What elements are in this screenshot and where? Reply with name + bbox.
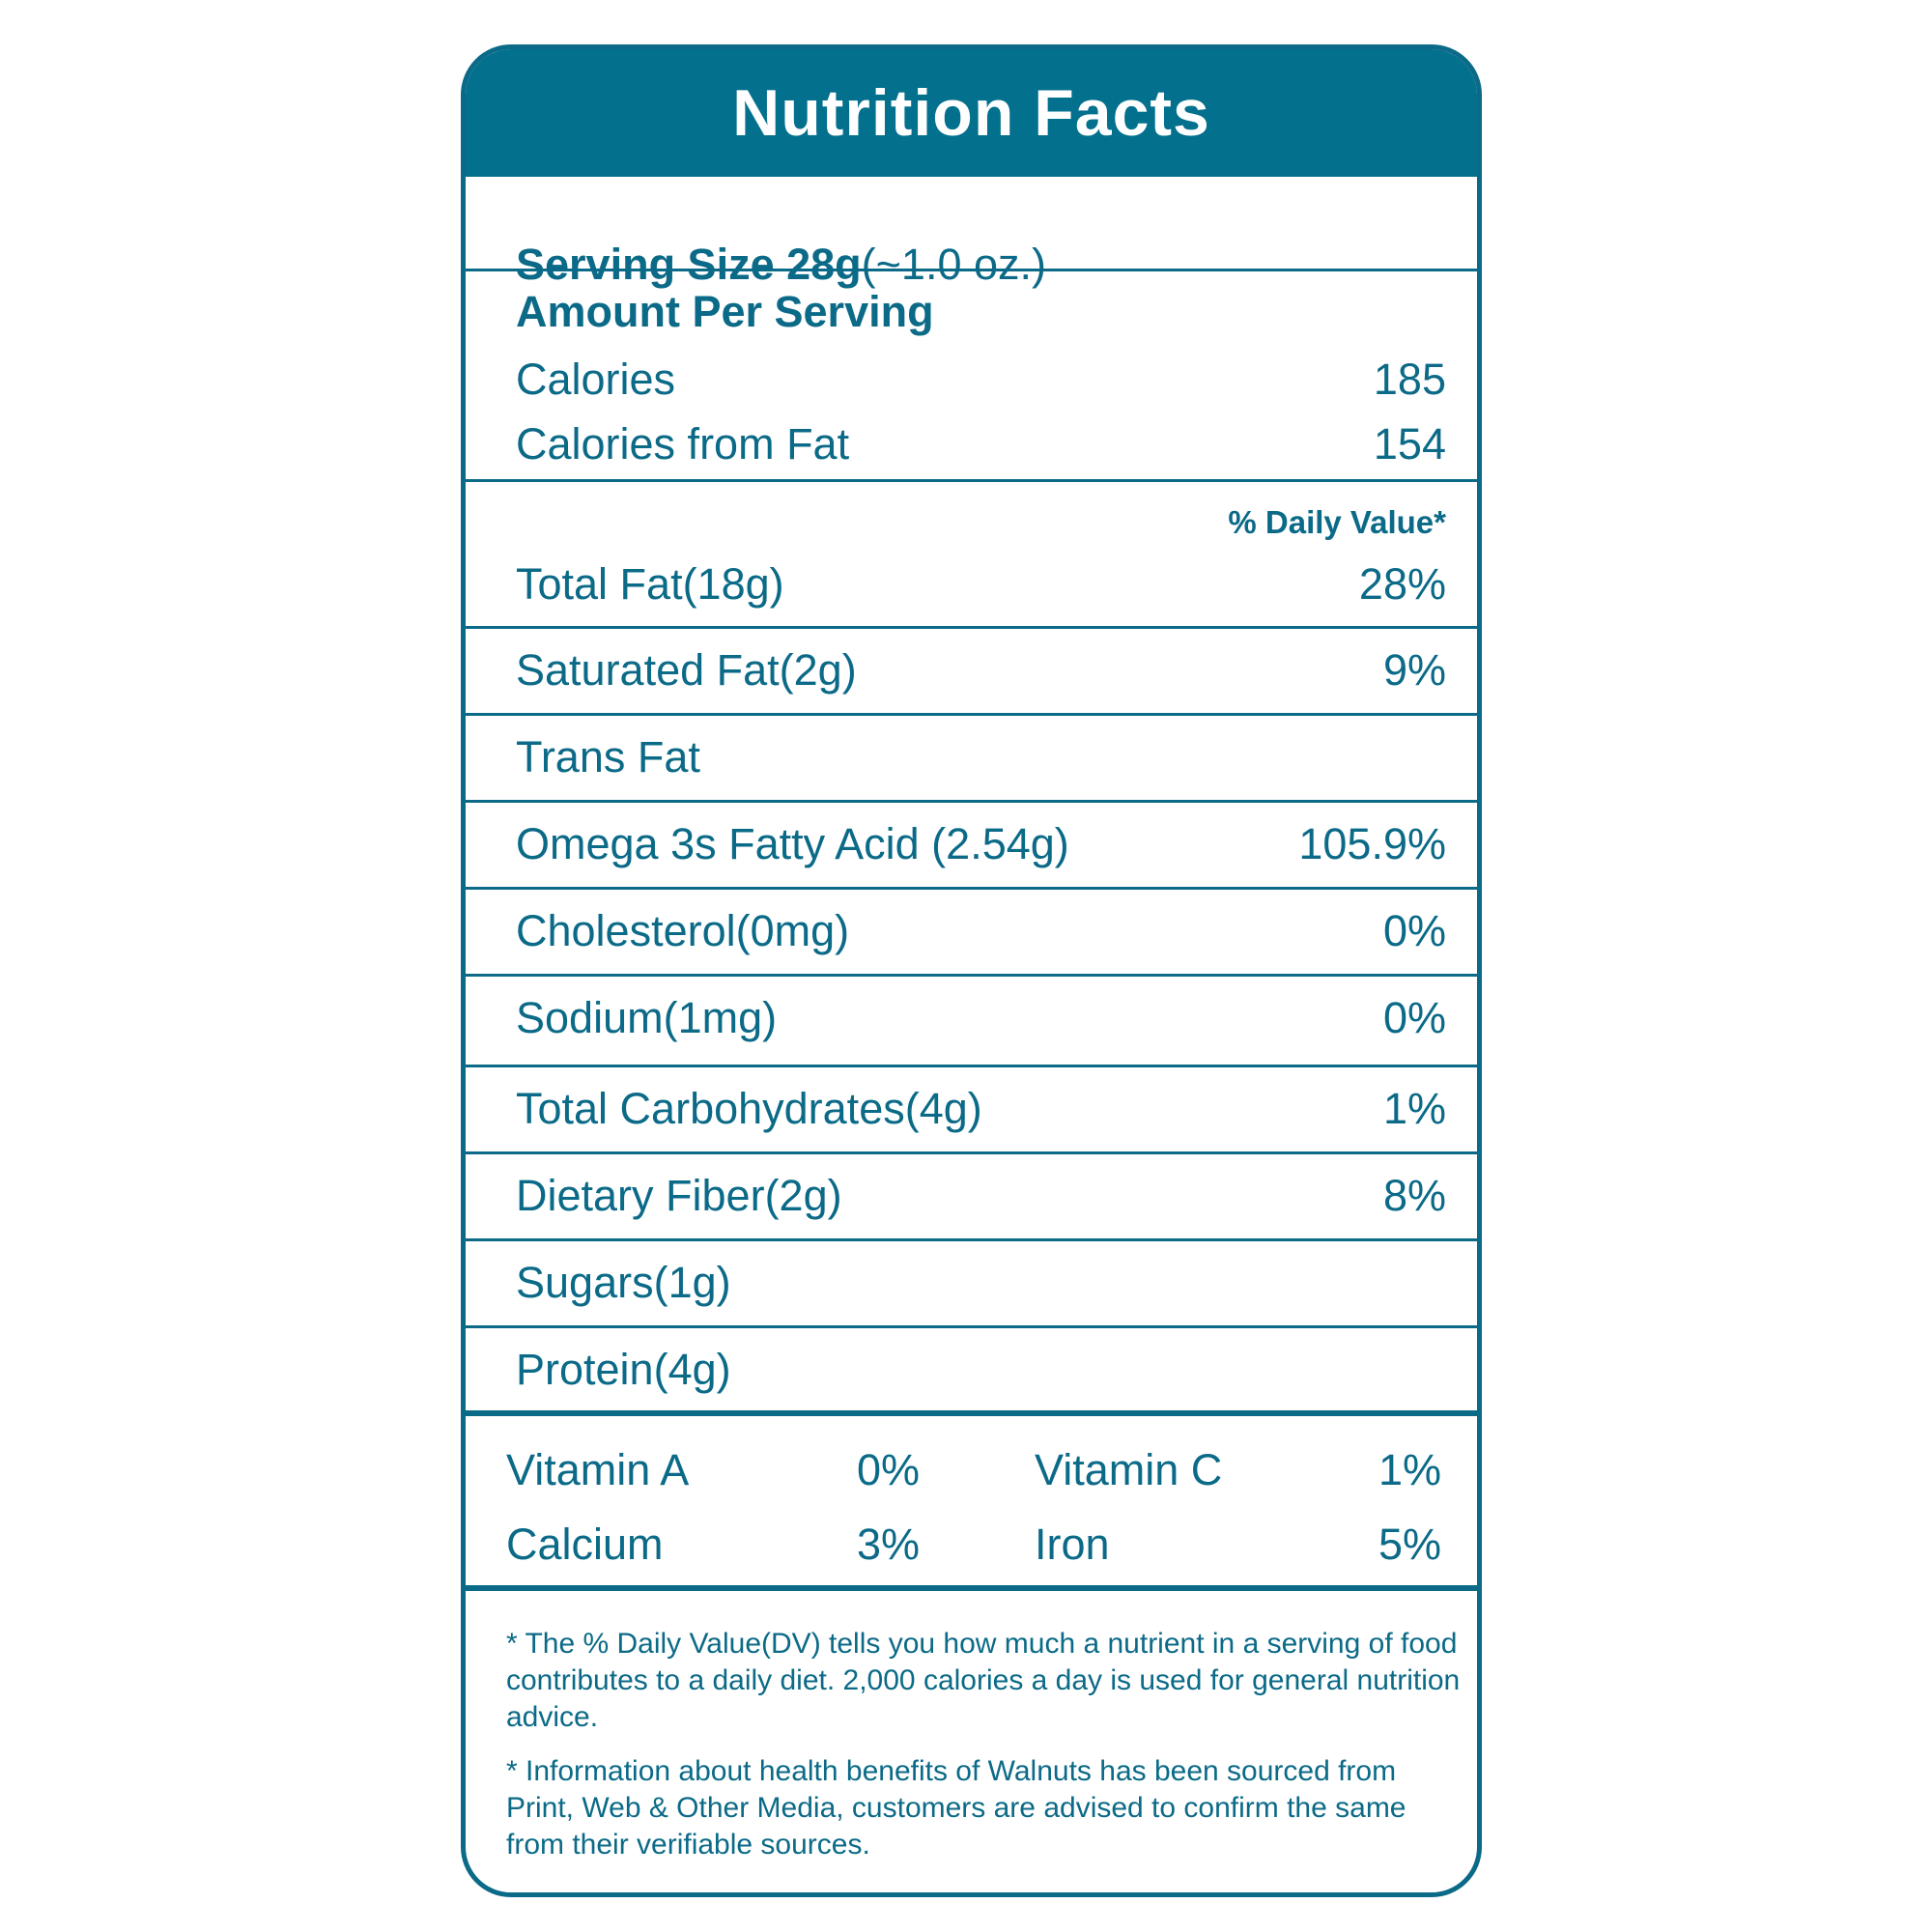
label-title: Nutrition Facts (466, 49, 1477, 177)
vitamin-label: Vitamin A (506, 1445, 690, 1494)
divider (466, 626, 1477, 629)
nutrient-label: Protein(4g) (516, 1345, 731, 1394)
divider (466, 269, 1477, 271)
nutrient-label: Omega 3s Fatty Acid (2.54g) (516, 819, 1069, 868)
nutrient-label: Total Fat(18g) (516, 559, 784, 609)
nutrient-label: Sodium(1mg) (516, 993, 778, 1042)
footnote-health-info: * Information about health benefits of W… (506, 1755, 1406, 1861)
vitamin-label: Iron (1035, 1520, 1110, 1569)
divider (466, 887, 1477, 890)
calories-label: Calories (516, 355, 676, 404)
nutrient-daily-value: 105.9% (1298, 819, 1446, 868)
calories-from-fat-label: Calories from Fat (516, 419, 850, 469)
nutrient-label: Cholesterol(0mg) (516, 906, 850, 955)
footnote-daily-value: * The % Daily Value(DV) tells you how mu… (506, 1628, 1461, 1733)
divider (466, 479, 1477, 482)
divider (466, 974, 1477, 977)
serving-size: Serving Size 28g(~1.0 oz.) (516, 242, 1046, 286)
nutrition-label: Nutrition Facts Serving Size 28g(~1.0 oz… (461, 44, 1482, 1897)
nutrient-label: Sugars(1g) (516, 1258, 731, 1307)
divider (466, 800, 1477, 803)
calories-value: 185 (1373, 355, 1446, 404)
nutrient-daily-value: 0% (1382, 993, 1446, 1042)
serving-size-note: (~1.0 oz.) (861, 240, 1046, 289)
divider (466, 1325, 1477, 1328)
nutrient-label: Saturated Fat(2g) (516, 645, 857, 695)
nutrient-daily-value: 8% (1382, 1171, 1446, 1220)
divider (466, 1238, 1477, 1241)
nutrient-daily-value: 9% (1382, 645, 1446, 695)
divider (466, 713, 1477, 716)
divider (466, 1151, 1477, 1154)
divider-thick (466, 1585, 1477, 1591)
calories-from-fat-value: 154 (1373, 419, 1446, 469)
daily-value-header: % Daily Value* (1228, 504, 1446, 540)
nutrient-label: Trans Fat (516, 732, 700, 781)
vitamin-value: 3% (856, 1520, 920, 1569)
vitamin-label: Calcium (506, 1520, 664, 1569)
serving-size-label: Serving Size 28g (516, 240, 862, 289)
divider-thick (466, 1410, 1477, 1416)
vitamin-value: 1% (1378, 1445, 1441, 1494)
footnotes: * The % Daily Value(DV) tells you how mu… (506, 1626, 1463, 1863)
nutrient-label: Total Carbohydrates(4g) (516, 1084, 982, 1133)
divider (466, 1065, 1477, 1067)
amount-per-serving-heading: Amount Per Serving (516, 287, 934, 336)
nutrient-daily-value: 0% (1382, 906, 1446, 955)
nutrient-label: Dietary Fiber(2g) (516, 1171, 842, 1220)
nutrient-daily-value: 1% (1382, 1084, 1446, 1133)
vitamin-value: 5% (1378, 1520, 1441, 1569)
vitamin-label: Vitamin C (1035, 1445, 1223, 1494)
vitamin-value: 0% (856, 1445, 920, 1494)
nutrient-daily-value: 28% (1358, 559, 1446, 609)
